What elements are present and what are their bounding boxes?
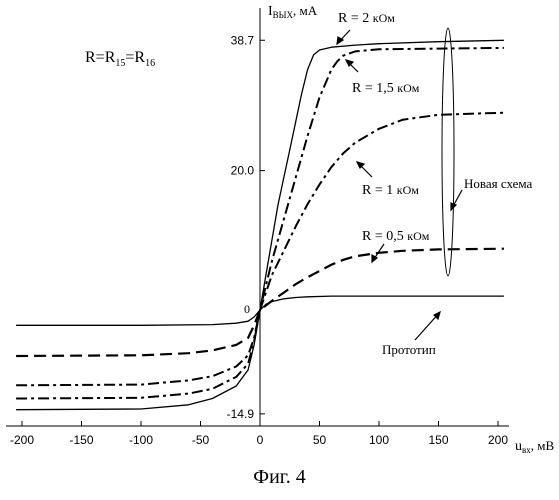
x-tick-label: 0	[257, 433, 264, 447]
label-r-0-5kohm-main: R = 0,5	[362, 229, 407, 244]
x-axis-label: uвх, мВ	[515, 438, 554, 455]
origin-label: 0	[244, 302, 250, 316]
x-tick-label: 100	[369, 433, 389, 447]
y-tick-label: -14.9	[227, 407, 255, 421]
x-tick-label: 150	[428, 433, 448, 447]
x-tick-label: -100	[129, 433, 153, 447]
x-axis-label-unit: , мВ	[531, 438, 555, 453]
label-r-2kohm-main: R = 2	[338, 11, 373, 26]
label-r-0-5kohm: R = 0,5 кОм	[362, 229, 430, 244]
x-tick-label: 50	[313, 433, 327, 447]
label-r-2kohm-unit: кОм	[373, 11, 395, 25]
x-axis-label-main: u	[515, 439, 522, 454]
label-r-1-5kohm: R = 1,5 кОм	[352, 81, 420, 96]
new-scheme-ellipse	[442, 28, 454, 276]
formula-sub-1: 15	[115, 58, 125, 69]
figure-caption: Фиг. 4	[0, 466, 559, 489]
arrow-r-1-5kohm-head	[346, 60, 353, 66]
label-r-1kohm: R = 1 кОм	[362, 183, 419, 198]
x-tick-label: -150	[69, 433, 93, 447]
label-r-1kohm-main: R = 1	[362, 183, 397, 198]
prototype-label: Прототип	[382, 342, 436, 357]
label-r-1-5kohm-main: R = 1,5	[352, 81, 397, 96]
x-tick-label: -200	[10, 433, 34, 447]
label-r-1kohm-unit: кОм	[397, 183, 419, 197]
chart-axes-layer	[6, 8, 509, 426]
formula-prefix: R=R	[85, 49, 116, 66]
y-tick-label: 38.7	[231, 33, 255, 47]
y-tick-label: 20.0	[231, 164, 255, 178]
arrow-r-1kohm-head	[357, 162, 364, 168]
y-axis-label: IВЫХ, мА	[268, 3, 318, 20]
formula-mid: =R	[125, 49, 145, 66]
formula-label: R=R15=R16	[85, 49, 155, 69]
y-axis-label-sub: ВЫХ	[273, 10, 294, 20]
label-r-0-5kohm-unit: кОм	[407, 229, 429, 243]
y-axis-label-unit: , мА	[293, 3, 318, 18]
new-scheme-label: Новая схема	[464, 176, 533, 191]
formula-sub-2: 16	[145, 58, 155, 69]
label-r-2kohm: R = 2 кОм	[338, 11, 395, 26]
x-tick-label: 200	[488, 433, 508, 447]
x-tick-label: -50	[192, 433, 210, 447]
label-r-1-5kohm-unit: кОм	[397, 81, 419, 95]
